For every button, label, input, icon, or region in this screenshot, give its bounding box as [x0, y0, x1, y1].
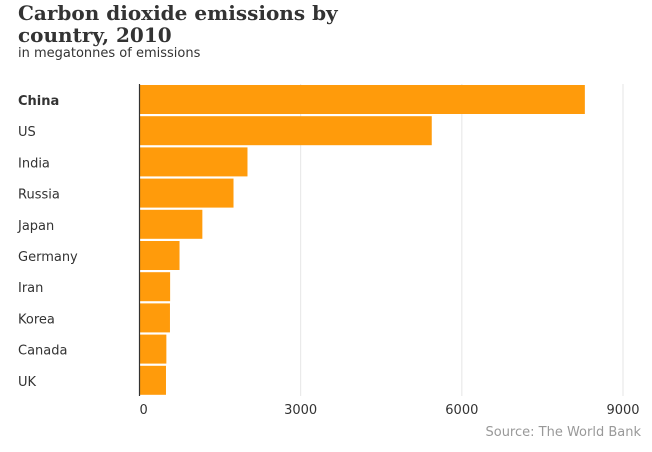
- category-label: Russia: [18, 188, 60, 203]
- category-label: Germany: [18, 250, 78, 265]
- category-label: UK: [18, 375, 37, 390]
- bar-russia: [139, 178, 234, 208]
- bar-india: [139, 147, 248, 177]
- x-tick-label: 0: [140, 403, 148, 418]
- category-label: Iran: [18, 281, 43, 296]
- category-label: China: [18, 94, 59, 109]
- category-label: Korea: [18, 312, 55, 327]
- x-tick-label: 6000: [445, 403, 478, 418]
- chart-title: Carbon dioxide emissions by country, 201…: [18, 1, 338, 47]
- x-tick-label: 3000: [284, 403, 317, 418]
- bar-canada: [139, 334, 167, 364]
- chart-subtitle: in megatonnes of emissions: [18, 46, 201, 61]
- category-label: Canada: [18, 344, 67, 359]
- category-label: US: [18, 125, 36, 140]
- bar-uk: [139, 365, 166, 395]
- bar-china: [139, 85, 585, 114]
- source-note: Source: The World Bank: [485, 425, 641, 440]
- bar-us: [139, 116, 432, 146]
- bar-germany: [139, 241, 180, 270]
- category-label: Japan: [17, 219, 54, 234]
- x-tick-label: 9000: [606, 403, 639, 418]
- bar-iran: [139, 272, 171, 302]
- category-label: India: [18, 156, 50, 171]
- bar-korea: [139, 303, 170, 333]
- bar-japan: [139, 209, 203, 239]
